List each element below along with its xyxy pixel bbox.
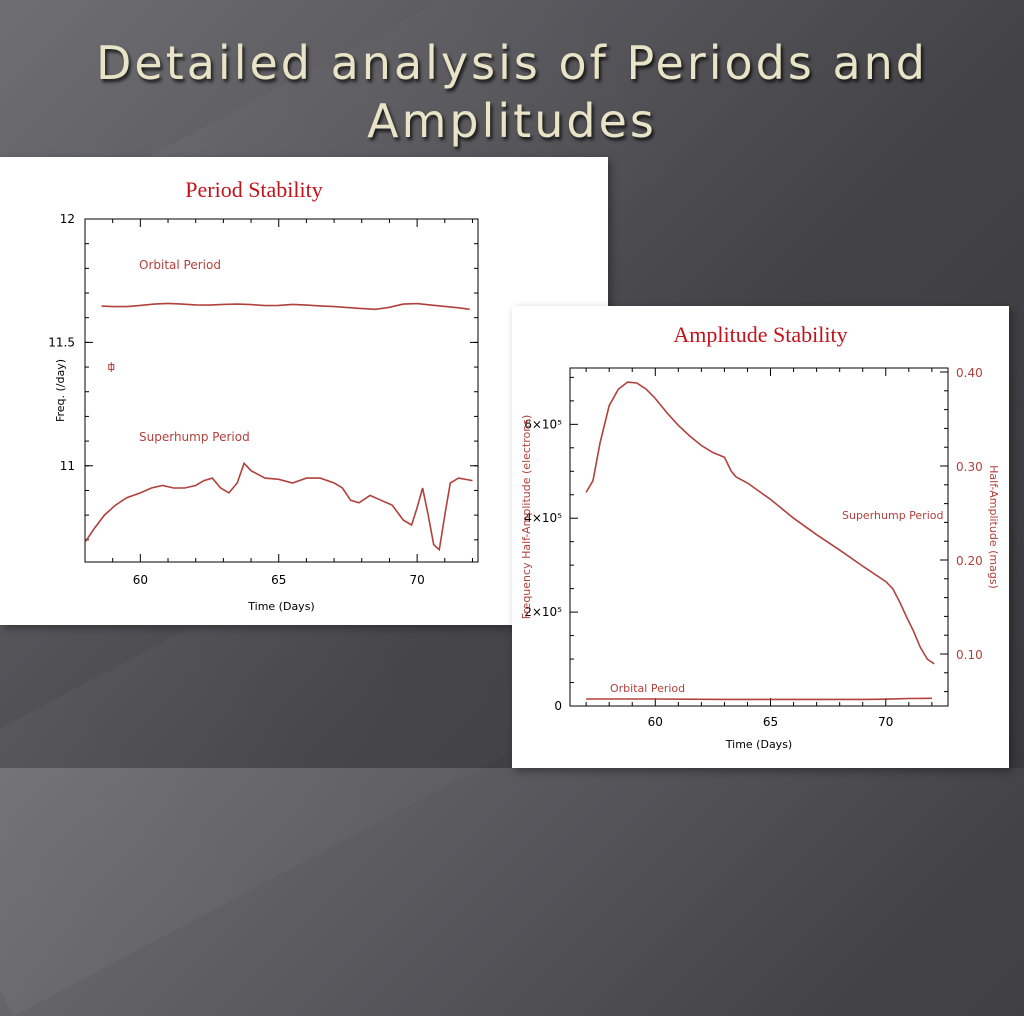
amplitude-stability-panel: Amplitude Stability 60 65 70 0 2×10⁵ 4×10⁵ 6×1…	[512, 306, 1009, 768]
superhump-period-line	[585, 381, 935, 665]
orbital-period-label: Orbital Period	[610, 682, 685, 695]
x-tick-label: 65	[271, 573, 286, 587]
orbital-period-line	[101, 302, 470, 311]
plot-frame	[84, 218, 479, 563]
orbital-period-line	[586, 697, 932, 701]
x-tick-label: 60	[648, 715, 663, 729]
y-tick-label: 6×10⁵	[524, 417, 562, 431]
amplitude-stability-chart: 60 65 70 0 2×10⁵ 4×10⁵ 6×10⁵ 0.40 0.30 0.20 0.10 Ti…	[520, 366, 1000, 751]
right-y-axis-label: Half-Amplitude (mags)	[987, 465, 1000, 589]
right-y-tick-label: 0.20	[956, 554, 983, 568]
y-tick-label: 11.5	[48, 335, 75, 349]
x-tick-label: 65	[763, 715, 778, 729]
period-stability-panel: Period Stability 60 65 70 11 11.5 12 Time (Day…	[0, 157, 608, 625]
x-axis-label: Time (Days)	[725, 738, 792, 751]
superhump-period-label: Superhump Period	[139, 430, 250, 444]
y-tick-label: 2×10⁵	[524, 605, 562, 619]
x-tick-label: 70	[409, 573, 424, 587]
error-bar-point	[108, 364, 115, 371]
superhump-period-label: Superhump Period	[842, 509, 943, 522]
orbital-period-label: Orbital Period	[139, 258, 221, 272]
y-tick-label: 11	[60, 459, 75, 473]
y-tick-label: 4×10⁵	[524, 511, 562, 525]
y-tick-label: 12	[60, 212, 75, 226]
y-axis-label: Freq. (/day)	[54, 359, 67, 422]
y-tick-label: 0	[554, 699, 562, 713]
plot-frame	[569, 367, 949, 707]
chart-title: Amplitude Stability	[673, 322, 848, 347]
superhump-period-line	[84, 461, 473, 552]
right-y-tick-label: 0.40	[956, 366, 983, 380]
period-stability-chart: 60 65 70 11 11.5 12 Time (Days) Freq. (/day) Orb…	[48, 212, 479, 613]
x-tick-label: 70	[878, 715, 893, 729]
chart-title: Period Stability	[185, 177, 323, 202]
right-y-tick-label: 0.10	[956, 648, 983, 662]
slide-title: Detailed analysis of Periods and Amplitu…	[95, 36, 929, 148]
y-axis-label: Frequency Half-Amplitude (electrons)	[520, 415, 533, 620]
x-axis-label: Time (Days)	[247, 600, 314, 613]
x-tick-label: 60	[133, 573, 148, 587]
right-y-tick-label: 0.30	[956, 460, 983, 474]
